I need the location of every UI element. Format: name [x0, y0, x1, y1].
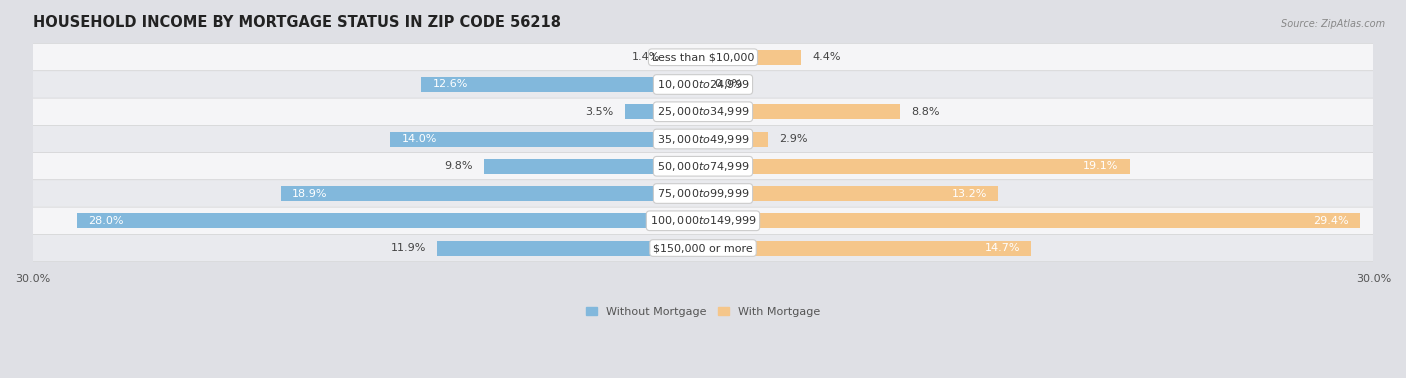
Text: 29.4%: 29.4%: [1313, 216, 1348, 226]
Legend: Without Mortgage, With Mortgage: Without Mortgage, With Mortgage: [582, 302, 824, 321]
Bar: [77, 213, 703, 228]
Bar: [437, 240, 703, 256]
Bar: [703, 50, 801, 65]
Bar: [422, 77, 703, 92]
Text: 14.0%: 14.0%: [401, 134, 437, 144]
Text: 1.4%: 1.4%: [633, 52, 661, 62]
Text: HOUSEHOLD INCOME BY MORTGAGE STATUS IN ZIP CODE 56218: HOUSEHOLD INCOME BY MORTGAGE STATUS IN Z…: [32, 15, 561, 30]
Bar: [703, 240, 1032, 256]
Bar: [703, 132, 768, 147]
Text: $100,000 to $149,999: $100,000 to $149,999: [650, 214, 756, 227]
Bar: [703, 213, 1360, 228]
Bar: [484, 159, 703, 174]
Bar: [703, 104, 900, 119]
FancyBboxPatch shape: [21, 98, 1385, 125]
Text: 0.0%: 0.0%: [714, 79, 742, 90]
Bar: [703, 186, 998, 201]
Text: 18.9%: 18.9%: [292, 189, 328, 198]
Text: 4.4%: 4.4%: [813, 52, 841, 62]
Text: 19.1%: 19.1%: [1083, 161, 1119, 171]
Text: $150,000 or more: $150,000 or more: [654, 243, 752, 253]
FancyBboxPatch shape: [21, 207, 1385, 234]
FancyBboxPatch shape: [21, 153, 1385, 180]
Text: $10,000 to $24,999: $10,000 to $24,999: [657, 78, 749, 91]
Bar: [389, 132, 703, 147]
Bar: [672, 50, 703, 65]
Text: 2.9%: 2.9%: [779, 134, 807, 144]
Text: 3.5%: 3.5%: [585, 107, 613, 117]
Text: 28.0%: 28.0%: [89, 216, 124, 226]
FancyBboxPatch shape: [21, 125, 1385, 153]
Bar: [281, 186, 703, 201]
Bar: [703, 159, 1130, 174]
Text: $75,000 to $99,999: $75,000 to $99,999: [657, 187, 749, 200]
Text: $50,000 to $74,999: $50,000 to $74,999: [657, 160, 749, 173]
Text: $35,000 to $49,999: $35,000 to $49,999: [657, 133, 749, 146]
Text: Source: ZipAtlas.com: Source: ZipAtlas.com: [1281, 19, 1385, 29]
Text: 12.6%: 12.6%: [433, 79, 468, 90]
Text: $25,000 to $34,999: $25,000 to $34,999: [657, 105, 749, 118]
FancyBboxPatch shape: [21, 43, 1385, 71]
Text: 13.2%: 13.2%: [952, 189, 987, 198]
FancyBboxPatch shape: [21, 71, 1385, 98]
Text: 8.8%: 8.8%: [911, 107, 939, 117]
Text: 9.8%: 9.8%: [444, 161, 472, 171]
FancyBboxPatch shape: [21, 234, 1385, 262]
FancyBboxPatch shape: [21, 180, 1385, 207]
Text: 11.9%: 11.9%: [391, 243, 426, 253]
Text: 14.7%: 14.7%: [984, 243, 1021, 253]
Text: Less than $10,000: Less than $10,000: [652, 52, 754, 62]
Bar: [624, 104, 703, 119]
